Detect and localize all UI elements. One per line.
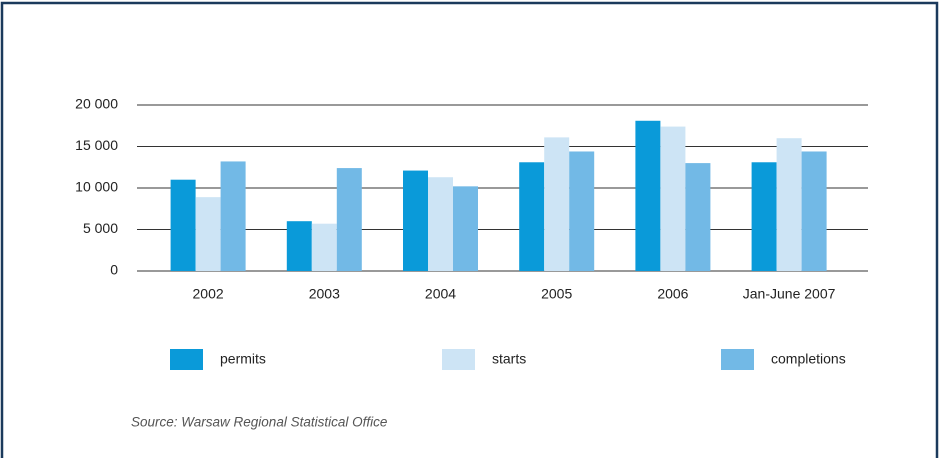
legend-swatch xyxy=(442,349,475,370)
bar xyxy=(195,197,221,271)
bar xyxy=(801,151,827,271)
bar xyxy=(776,138,802,271)
y-tick-label: 10 000 xyxy=(75,179,118,195)
bar xyxy=(336,168,362,271)
bar xyxy=(635,120,661,272)
bar xyxy=(660,126,686,271)
legend-label: completions xyxy=(771,351,846,367)
bar xyxy=(569,151,595,271)
bar xyxy=(311,223,337,271)
x-tick-label: 2004 xyxy=(425,286,456,302)
bar xyxy=(751,162,777,271)
y-tick-label: 15 000 xyxy=(75,137,118,153)
legend-label: permits xyxy=(220,351,266,367)
bar xyxy=(453,186,478,271)
source-note: Source: Warsaw Regional Statistical Offi… xyxy=(131,415,387,430)
x-tick-label: 2005 xyxy=(541,286,572,302)
y-tick-label: 0 xyxy=(110,262,118,278)
x-tick-label: 2002 xyxy=(193,286,224,302)
x-tick-label: Jan-June 2007 xyxy=(743,286,836,302)
bar xyxy=(544,137,570,271)
legend-swatch xyxy=(721,349,754,370)
bar xyxy=(685,163,711,271)
legend-label: starts xyxy=(492,351,526,367)
bar xyxy=(403,170,428,271)
bar xyxy=(220,161,246,271)
bar xyxy=(170,179,196,271)
x-tick-label: 2003 xyxy=(309,286,340,302)
legend-swatch xyxy=(170,349,203,370)
bar xyxy=(519,162,545,271)
y-tick-label: 20 000 xyxy=(75,96,118,112)
bar xyxy=(286,221,312,271)
bar xyxy=(428,177,453,271)
y-tick-label: 5 000 xyxy=(83,220,118,236)
x-tick-label: 2006 xyxy=(657,286,688,302)
